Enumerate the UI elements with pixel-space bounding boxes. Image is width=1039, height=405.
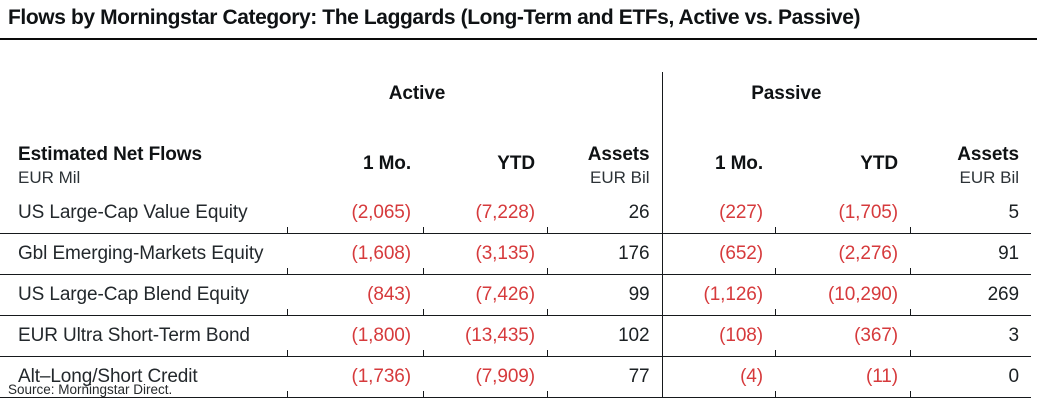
- active-ytd-cell: (7,228): [423, 193, 547, 234]
- active-assets-cell: 102: [547, 315, 662, 357]
- passive-1mo-cell: (227): [661, 193, 775, 234]
- active-assets-cell: 77: [547, 356, 662, 398]
- col-header-active-assets: Assets EUR Bil: [547, 108, 662, 193]
- source-note: Source: Morningstar Direct.: [8, 382, 173, 397]
- passive-assets-cell: 269: [910, 274, 1031, 316]
- col-header-passive-1mo: 1 Mo.: [661, 108, 775, 193]
- passive-ytd-cell: (11): [775, 356, 910, 398]
- active-1mo-cell: (1,736): [287, 356, 423, 398]
- page-title: Flows by Morningstar Category: The Lagga…: [8, 6, 861, 29]
- passive-ytd-cell: (10,290): [775, 274, 910, 316]
- assets-unit-label: EUR Bil: [959, 168, 1019, 187]
- passive-1mo-cell: (1,126): [661, 274, 775, 316]
- assets-label: Assets: [957, 144, 1019, 165]
- passive-ytd-cell: (2,276): [775, 233, 910, 275]
- col-header-active-ytd: YTD: [497, 153, 535, 174]
- table-row: EUR Ultra Short-Term Bond (1,800) (13,43…: [0, 315, 1031, 357]
- group-header-spacer: [547, 72, 662, 108]
- active-ytd-cell: (13,435): [423, 315, 547, 357]
- active-1mo-cell: (843): [287, 274, 423, 316]
- category-cell: Alt–Long/Short Credit: [0, 356, 287, 398]
- category-cell: Gbl Emerging-Markets Equity: [0, 233, 287, 275]
- group-header-active: Active: [388, 83, 446, 104]
- active-1mo-cell: (1,608): [287, 233, 423, 275]
- passive-assets-cell: 0: [910, 356, 1031, 398]
- active-assets-cell: 176: [547, 233, 662, 275]
- assets-unit-label: EUR Bil: [589, 168, 650, 187]
- active-ytd-cell: (3,135): [423, 233, 547, 275]
- passive-ytd-cell: (1,705): [775, 193, 910, 234]
- category-cell: US Large-Cap Value Equity: [0, 193, 287, 234]
- flows-table: Active Passive Estimated Net Flows EUR M…: [0, 72, 1031, 398]
- table-row: Alt–Long/Short Credit (1,736) (7,909) 77…: [0, 356, 1031, 398]
- category-cell: US Large-Cap Blend Equity: [0, 274, 287, 316]
- active-ytd-cell: (7,426): [423, 274, 547, 316]
- passive-assets-cell: 5: [910, 193, 1031, 234]
- column-header-row: Estimated Net Flows EUR Mil 1 Mo. YTD As…: [0, 108, 1031, 193]
- active-assets-cell: 26: [547, 193, 662, 234]
- passive-assets-cell: 91: [910, 233, 1031, 275]
- col-header-active-1mo: 1 Mo.: [362, 153, 411, 174]
- group-header-passive: Passive: [661, 72, 910, 108]
- title-rule: [0, 38, 1037, 40]
- group-header-row: Active Passive: [0, 72, 1031, 108]
- col-header-passive-assets: Assets EUR Bil: [910, 108, 1031, 193]
- active-1mo-cell: (1,800): [287, 315, 423, 357]
- passive-ytd-cell: (367): [775, 315, 910, 357]
- active-ytd-cell: (7,909): [423, 356, 547, 398]
- col-header-category: Estimated Net Flows EUR Mil: [0, 108, 287, 193]
- active-1mo-cell: (2,065): [287, 193, 423, 234]
- active-assets-cell: 99: [547, 274, 662, 316]
- group-header-spacer: [0, 72, 287, 108]
- table-row: US Large-Cap Blend Equity (843) (7,426) …: [0, 274, 1031, 316]
- col-header-passive-ytd: YTD: [860, 153, 898, 174]
- table-row: US Large-Cap Value Equity (2,065) (7,228…: [0, 193, 1031, 234]
- passive-1mo-cell: (4): [661, 356, 775, 398]
- passive-assets-cell: 3: [910, 315, 1031, 357]
- passive-1mo-cell: (652): [661, 233, 775, 275]
- category-cell: EUR Ultra Short-Term Bond: [0, 315, 287, 357]
- group-header-spacer: [910, 72, 1031, 108]
- assets-label: Assets: [587, 144, 650, 165]
- row-header-title: Estimated Net Flows: [18, 144, 202, 165]
- table-row: Gbl Emerging-Markets Equity (1,608) (3,1…: [0, 233, 1031, 275]
- row-header-subtitle: EUR Mil: [18, 168, 81, 187]
- passive-1mo-cell: (108): [661, 315, 775, 357]
